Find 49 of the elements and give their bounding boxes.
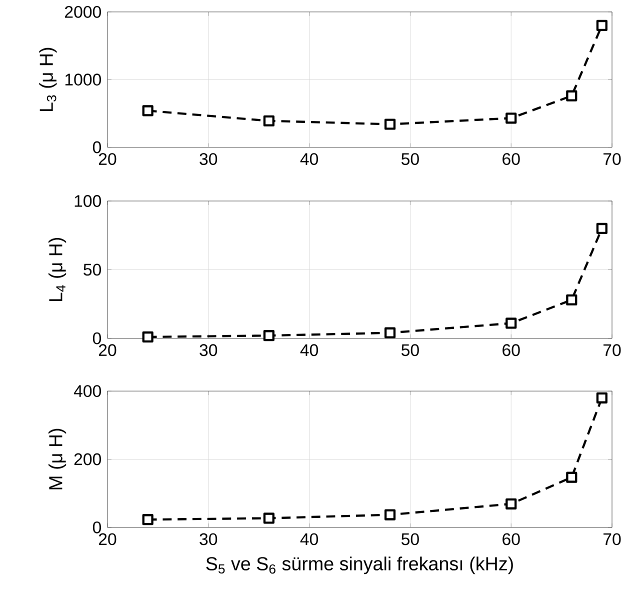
x-tick-label: 70 [604,344,621,356]
x-tick-label: 20 [98,533,116,546]
x-tick-label: 50 [401,533,419,546]
x-tick-label: 60 [502,153,520,166]
x-tick-label: 60 [502,533,520,546]
y-tick-label: 2000 [65,6,102,18]
x-tick-label: 60 [502,344,520,356]
x-tick-label: 40 [300,533,318,546]
point [263,330,274,342]
point [384,118,396,130]
point [384,327,396,338]
x-tick-label: 30 [200,533,218,546]
y-tick-label: 0 [92,521,102,534]
y-tick-label: 100 [74,195,102,207]
point [263,512,274,524]
point [142,331,154,342]
y-tick-label: 0 [92,332,102,344]
y-axis-title: L$_{3}$ (μ H) [39,48,57,111]
point [596,392,608,404]
point [506,318,517,329]
y-tick-label: 200 [74,453,102,466]
point [142,105,154,116]
point [566,294,578,306]
x-tick-label: 70 [604,153,621,166]
point [384,509,396,520]
point [566,472,578,483]
x-tick-label: 20 [98,153,116,166]
y-tick-label: 1000 [65,74,102,86]
point [596,20,608,31]
x-axis-title: S$_{5}$ ve S$_{6}$ sürme sinyali frekansı (kHz) [206,556,513,574]
point [596,222,608,234]
x-tick-label: 30 [200,344,218,356]
x-tick-label: 40 [300,344,318,356]
point [566,90,578,102]
y-tick-label: 50 [84,264,102,276]
point [142,514,154,526]
y-axis-title: M (μ H) [48,428,66,490]
y-axis-title: L$_{4}$ (μ H) [48,238,66,301]
x-tick-label: 70 [604,533,621,546]
point [506,498,517,510]
x-tick-label: 40 [300,153,318,166]
x-tick-label: 50 [401,344,419,356]
point [506,112,517,124]
y-tick-label: 0 [92,141,102,154]
x-tick-label: 20 [98,344,116,356]
y-tick-label: 400 [74,385,102,398]
x-tick-label: 50 [401,153,419,166]
x-tick-label: 30 [200,153,218,166]
point [263,115,274,126]
